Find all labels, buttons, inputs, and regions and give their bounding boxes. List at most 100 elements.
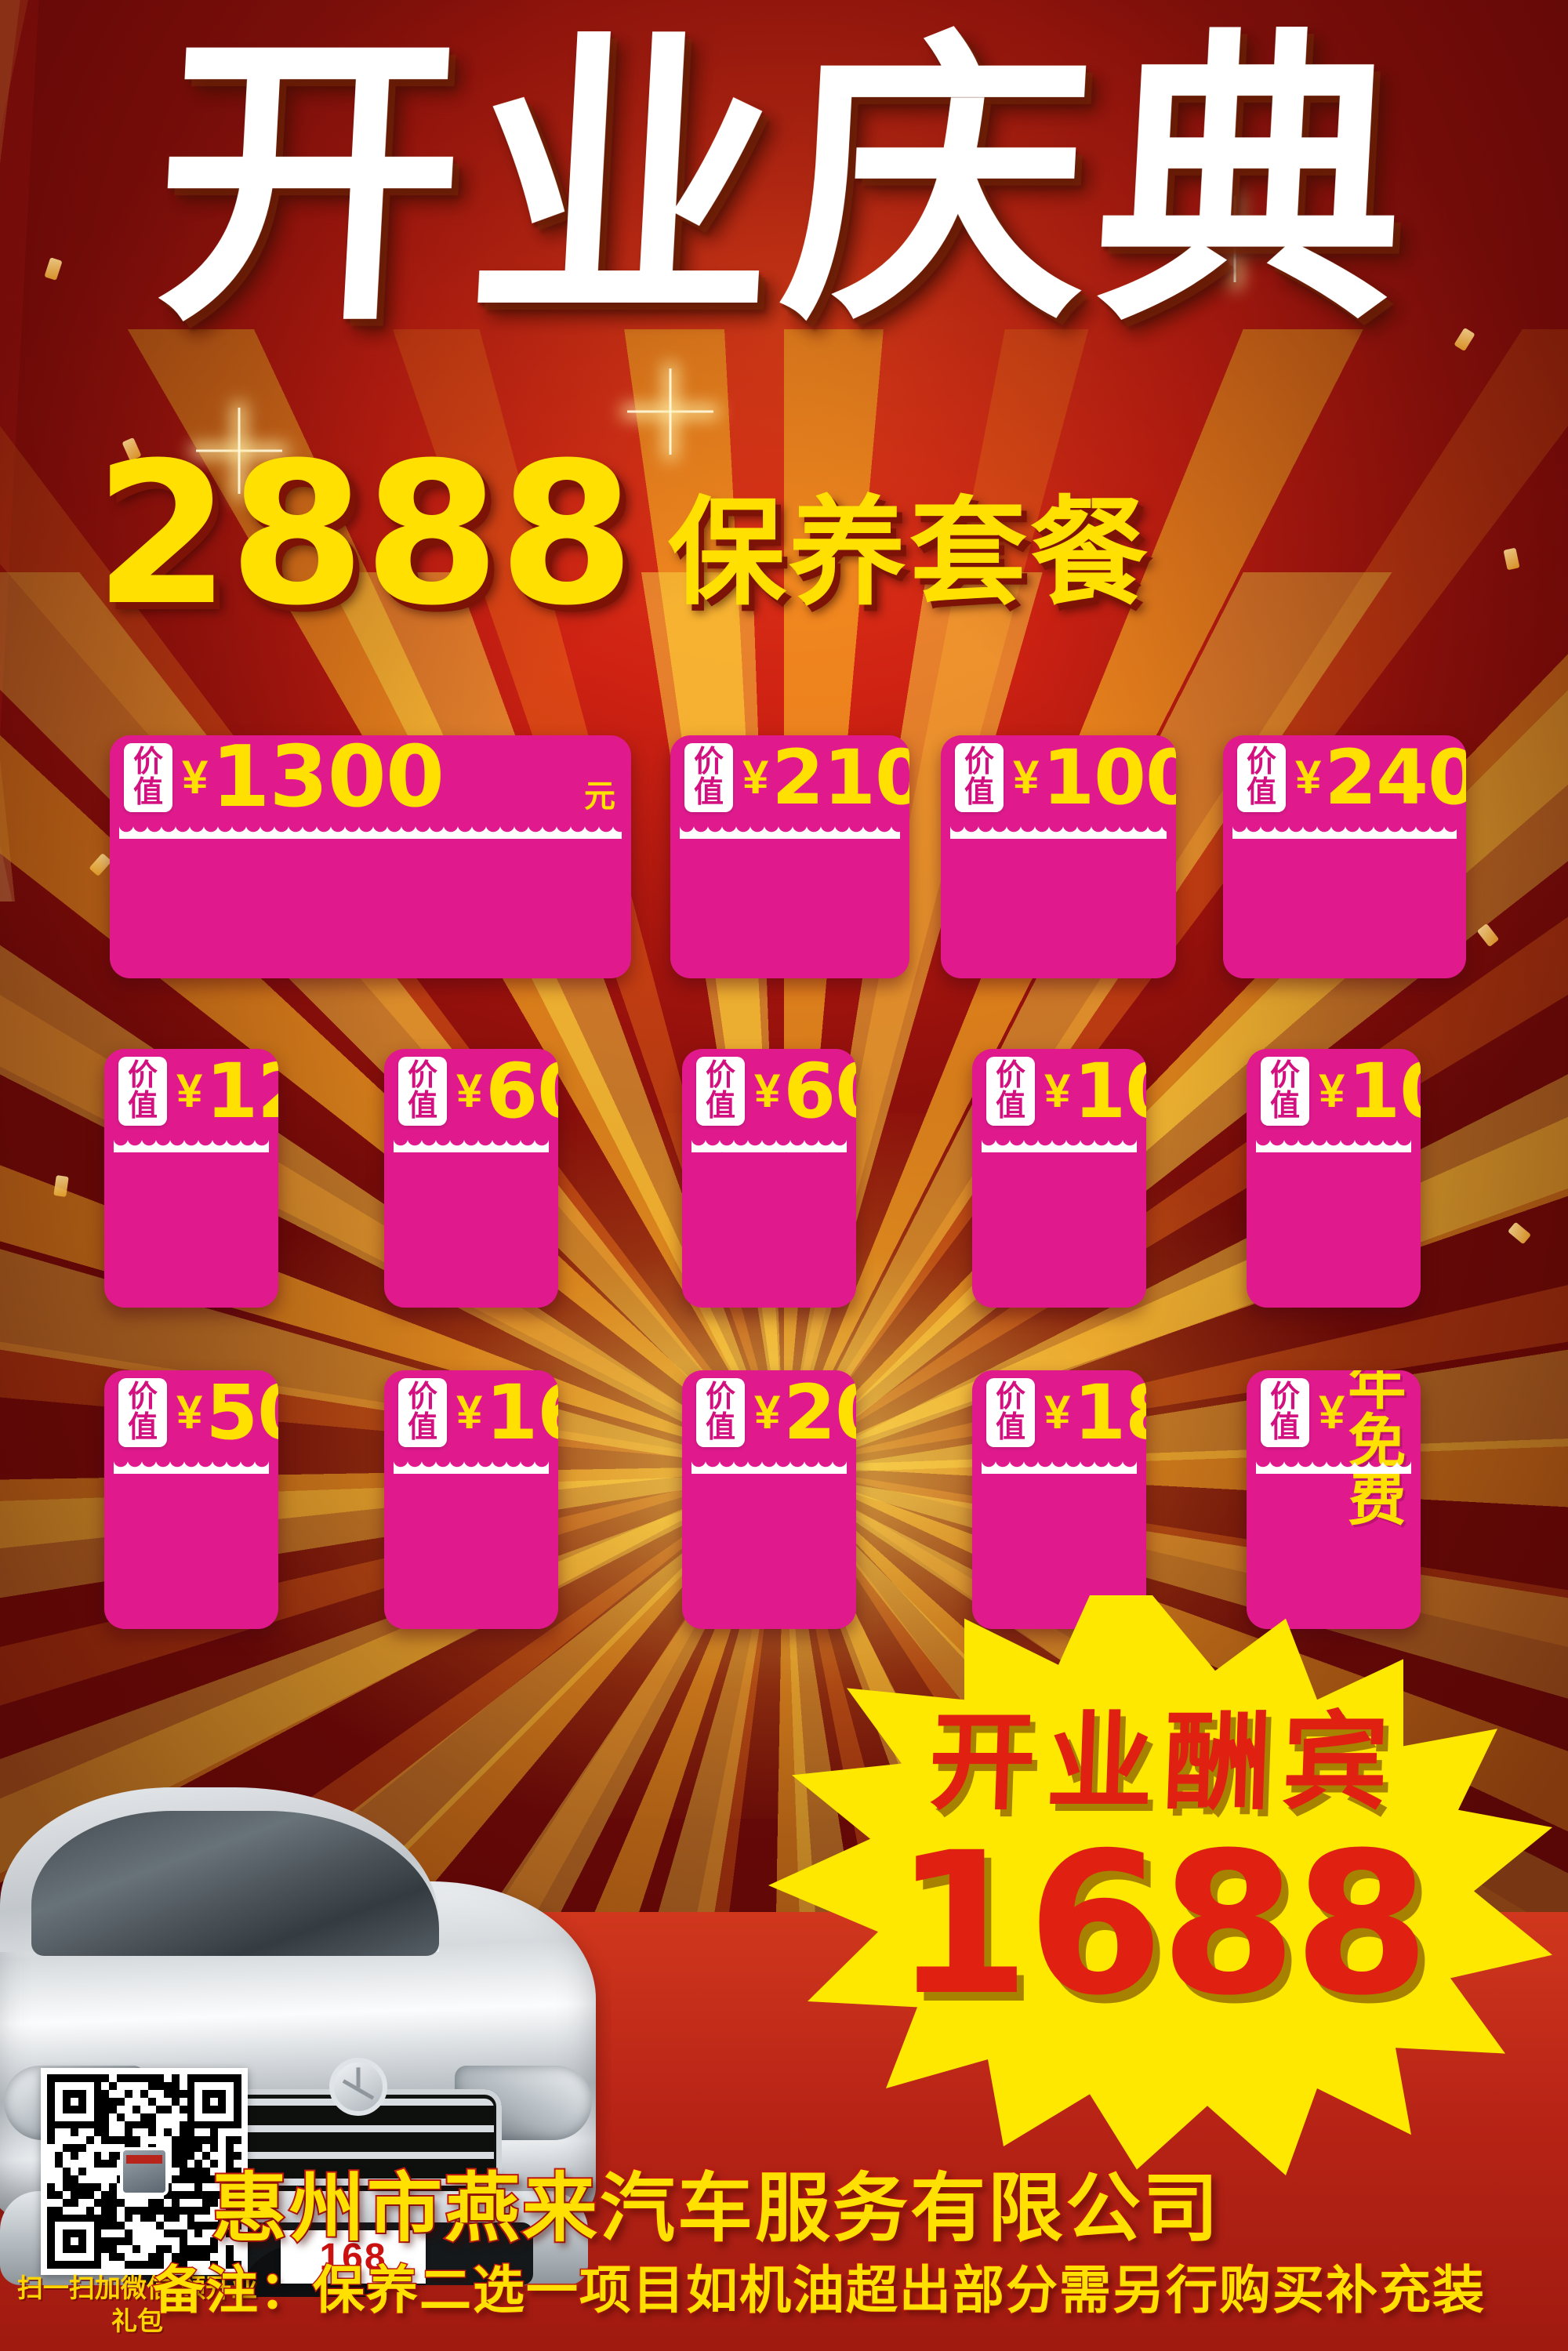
coupon-card-header: 价值¥180元	[972, 1370, 1146, 1455]
coupon-card[interactable]: 价值¥180元全车打蜡1次	[972, 1370, 1146, 1629]
coupon-card-header: 价值¥200元	[682, 1370, 856, 1455]
coupon-description-text: 更换雨刮1次	[405, 1526, 537, 1553]
yen-symbol: ¥	[176, 1386, 203, 1439]
coupon-card[interactable]: 价值¥100元 3D四轮定位1次	[941, 735, 1176, 978]
coupon-amount: 100	[1073, 1049, 1146, 1135]
coupon-amount: 240	[1324, 735, 1466, 822]
package-price-number: 2888	[94, 420, 635, 648]
coupon-card[interactable]: 价值¥200元四轮刹车保养1次	[682, 1370, 856, 1629]
yen-symbol: ¥	[1319, 1065, 1345, 1117]
coupon-description: 保养二选一 A:金美孚一号机油4升 x 2次（含机滤） B:全合成机油4升 x …	[119, 825, 622, 969]
coupon-description: 全年添加防冻液	[1256, 1138, 1411, 1298]
coupon-card[interactable]: 价值¥50元清洗节气门1次	[104, 1370, 278, 1629]
yen-symbol: ¥	[456, 1386, 483, 1439]
coupon-description-text: 全年添加防冻液	[1275, 1188, 1392, 1249]
coupon-amount: 100	[1348, 1049, 1421, 1135]
coupon-card[interactable]: 价值¥100元全年全车 电子检测	[972, 1049, 1146, 1308]
package-price-line: 2888 保养套餐	[94, 437, 1505, 633]
coupon-card-header: 价值¥50元	[104, 1370, 278, 1455]
coupon-card-header: 价值¥全年免费	[1247, 1370, 1421, 1529]
coupon-amount: 180	[1073, 1370, 1146, 1457]
coupon-description-text: 清洗节气门1次	[125, 1509, 257, 1570]
coupon-description-text: 全年补胎 （每次30元）	[405, 1188, 549, 1249]
coupon-amount: 100	[1042, 735, 1176, 822]
coupon-description: 全年补胎 （每次30元）	[394, 1138, 549, 1298]
coupon-description-text: 全车打蜡1次	[993, 1526, 1125, 1553]
starburst-title: 开业酬宾	[927, 1703, 1402, 1822]
coupon-description-text: 3D四轮定位1次	[978, 883, 1139, 910]
coupon-description: 以上项目工时	[1256, 1460, 1411, 1620]
value-label-badge: 价值	[1261, 1378, 1309, 1447]
coupon-card-header: 价值¥100元	[1247, 1049, 1421, 1134]
qr-code-matrix	[47, 2074, 241, 2269]
value-label-badge: 价值	[1261, 1057, 1309, 1126]
coupon-card[interactable]: 价值¥210元蜡水洗车6次	[670, 735, 909, 978]
coupon-card-header: 价值¥100元	[941, 735, 1176, 820]
qr-code[interactable]	[41, 2068, 248, 2275]
coupon-description: 3D四轮定位1次	[950, 825, 1167, 969]
coupon-description: 雾化消毒除味3次	[1232, 825, 1457, 969]
value-label-badge: 价值	[1237, 743, 1286, 812]
coupon-description-text: 雾化消毒除味3次	[1255, 883, 1434, 910]
coupon-description-text: 全年全车 电子检测	[1012, 1188, 1106, 1249]
coupon-description: 四轮刹车保养1次	[691, 1460, 847, 1620]
yen-symbol: ¥	[1013, 751, 1040, 804]
value-label-badge: 价值	[986, 1378, 1035, 1447]
coupon-card[interactable]: 价值¥100元全年添加防冻液	[1247, 1049, 1421, 1308]
coupon-card[interactable]: 价值¥全年免费以上项目工时	[1247, 1370, 1421, 1629]
coupon-description: 全年全车 电子检测	[982, 1138, 1137, 1298]
coupon-description: 蜡水洗车6次	[680, 825, 900, 969]
coupon-amount: 168	[485, 1370, 558, 1457]
yen-symbol: ¥	[1295, 751, 1322, 804]
value-label-badge: 价值	[696, 1057, 745, 1126]
coupon-card-header: 价值¥60元	[682, 1049, 856, 1134]
coupon-description-text: 全年添加去 油膜玻璃水	[132, 1188, 250, 1249]
package-price-label: 保养套餐	[667, 487, 1151, 619]
coupon-amount: 50	[205, 1370, 278, 1457]
coupon-description-text: 空调系统检查1次 (含添加一瓶雪种)	[706, 1152, 832, 1284]
value-label-badge: 价值	[118, 1378, 167, 1447]
coupon-card[interactable]: 价值¥240元雾化消毒除味3次	[1223, 735, 1466, 978]
yen-symbol: ¥	[1319, 1386, 1345, 1439]
coupon-unit: 元	[584, 779, 615, 814]
yen-symbol: ¥	[456, 1065, 483, 1117]
coupon-card[interactable]: 价值¥120元全年添加去 油膜玻璃水	[104, 1049, 278, 1308]
coupon-card-header: 价值¥168元	[384, 1370, 558, 1455]
yen-symbol: ¥	[754, 1386, 781, 1439]
coupon-card-header: 价值¥60元	[384, 1049, 558, 1134]
coupon-amount: 60	[485, 1049, 558, 1135]
coupon-description: 清洗节气门1次	[114, 1460, 269, 1620]
coupon-card[interactable]: 价值¥60元全年补胎 （每次30元）	[384, 1049, 558, 1308]
qr-caption: 扫一扫加微信 领开业礼包	[16, 2273, 258, 2336]
mercedes-star-icon	[329, 2058, 387, 2116]
yen-symbol: ¥	[182, 751, 209, 804]
value-label-badge: 价值	[986, 1057, 1035, 1126]
value-label-badge: 价值	[955, 743, 1004, 812]
coupon-description: 全年添加去 油膜玻璃水	[114, 1138, 269, 1298]
value-label-badge: 价值	[684, 743, 733, 812]
coupon-card-header: 价值¥210元	[670, 735, 909, 820]
coupon-card-header: 价值¥240元	[1223, 735, 1466, 820]
yen-symbol: ¥	[176, 1065, 203, 1117]
value-label-badge: 价值	[124, 743, 172, 812]
coupon-description-text: 四轮刹车保养1次	[710, 1509, 828, 1570]
value-label-badge: 价值	[398, 1378, 447, 1447]
coupon-card[interactable]: 价值¥60元空调系统检查1次 (含添加一瓶雪种)	[682, 1049, 856, 1308]
coupon-card-header: 价值¥120元	[104, 1049, 278, 1134]
coupon-amount: 200	[783, 1370, 856, 1457]
yen-symbol: ¥	[742, 751, 769, 804]
license-plate: 168	[281, 2230, 426, 2284]
value-label-badge: 价值	[118, 1057, 167, 1126]
value-label-badge: 价值	[398, 1057, 447, 1126]
coupon-card[interactable]: 价值 ¥1300 元保养二选一 A:金美孚一号机油4升 x 2次（含机滤） B:全合…	[110, 735, 631, 978]
coupon-card[interactable]: 价值¥168元更换雨刮1次	[384, 1370, 558, 1629]
yen-symbol: ¥	[754, 1065, 781, 1117]
footer-note: 备注：保养二选一项目如机油超出部分需另行购买补充装	[152, 2261, 1486, 2319]
coupon-description-text: 以上项目工时	[1275, 1509, 1392, 1570]
coupon-description: 空调系统检查1次 (含添加一瓶雪种)	[691, 1138, 847, 1298]
car-windshield	[31, 1811, 439, 1956]
coupon-amount: 210	[771, 735, 909, 822]
qr-center-logo	[120, 2147, 169, 2196]
